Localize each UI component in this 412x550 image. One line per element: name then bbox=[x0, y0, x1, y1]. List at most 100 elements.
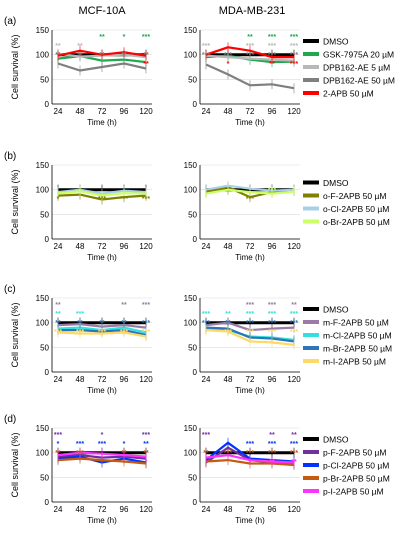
significance-stars: ** bbox=[55, 311, 61, 318]
x-tick-label: 72 bbox=[98, 242, 107, 251]
legend-entry: DPB162-AE 50 µM bbox=[323, 76, 395, 86]
x-tick-label: 24 bbox=[54, 242, 63, 251]
y-tick-label: 100 bbox=[36, 186, 50, 195]
y-axis-label: Cell survival (%) bbox=[10, 432, 20, 497]
y-tick-label: 100 bbox=[36, 51, 50, 60]
legend-entry: DMSO bbox=[323, 435, 349, 445]
significance-stars: ** bbox=[291, 459, 297, 466]
significance-stars: ** bbox=[247, 34, 253, 41]
significance-stars: *** bbox=[76, 329, 84, 336]
x-tick-label: 48 bbox=[76, 375, 85, 384]
x-tick-label: 96 bbox=[268, 375, 277, 384]
significance-stars: ** bbox=[143, 52, 149, 59]
legend-entry: DPB162-AE 5 µM bbox=[323, 63, 390, 73]
significance-stars: *** bbox=[224, 329, 232, 336]
significance-stars: *** bbox=[290, 61, 298, 68]
y-tick-label: 100 bbox=[184, 186, 198, 195]
legend-entry: m-I-2APB 50 µM bbox=[323, 357, 386, 367]
significance-stars: ** bbox=[55, 43, 61, 50]
x-axis-label: Time (h) bbox=[87, 118, 117, 127]
significance-stars: *** bbox=[268, 34, 276, 41]
y-tick-label: 150 bbox=[184, 26, 198, 35]
y-axis-label: Cell survival (%) bbox=[10, 169, 20, 234]
y-tick-label: 0 bbox=[45, 498, 50, 507]
significance-stars: *** bbox=[54, 432, 62, 439]
y-tick-label: 150 bbox=[184, 294, 198, 303]
y-tick-label: 50 bbox=[188, 473, 197, 482]
significance-stars: * bbox=[57, 441, 60, 448]
significance-stars: *** bbox=[142, 302, 150, 309]
significance-stars: *** bbox=[290, 329, 298, 336]
significance-stars: *** bbox=[202, 43, 210, 50]
y-tick-label: 100 bbox=[184, 51, 198, 60]
y-tick-label: 50 bbox=[188, 75, 197, 84]
significance-stars: * bbox=[293, 187, 296, 194]
x-tick-label: 48 bbox=[224, 242, 233, 251]
significance-stars: *** bbox=[202, 52, 210, 59]
x-tick-label: 72 bbox=[98, 505, 107, 514]
y-tick-label: 50 bbox=[188, 343, 197, 352]
significance-stars: ** bbox=[291, 302, 297, 309]
y-tick-label: 100 bbox=[36, 319, 50, 328]
legend-entry: p-I-2APB 50 µM bbox=[323, 487, 384, 497]
significance-stars: ** bbox=[269, 432, 275, 439]
significance-stars: *** bbox=[224, 52, 232, 59]
legend-entry: GSK-7975A 20 µM bbox=[323, 50, 394, 60]
x-tick-label: 120 bbox=[287, 242, 301, 251]
legend-entry: o-Br-2APB 50 µM bbox=[323, 217, 390, 227]
x-axis-label: Time (h) bbox=[87, 386, 117, 395]
x-axis-label: Time (h) bbox=[235, 516, 265, 525]
y-axis-label: Cell survival (%) bbox=[10, 302, 20, 367]
significance-stars: *** bbox=[202, 311, 210, 318]
x-axis-label: Time (h) bbox=[235, 118, 265, 127]
legend-entry: o-Cl-2APB 50 µM bbox=[323, 204, 389, 214]
legend-entry: DMSO bbox=[323, 37, 349, 47]
y-tick-label: 0 bbox=[193, 368, 198, 377]
significance-stars: ** bbox=[77, 320, 83, 327]
significance-stars: ** bbox=[99, 320, 105, 327]
significance-stars: *** bbox=[98, 196, 106, 203]
y-axis-label: Cell survival (%) bbox=[10, 34, 20, 99]
x-axis-label: Time (h) bbox=[235, 386, 265, 395]
x-tick-label: 96 bbox=[268, 242, 277, 251]
y-tick-label: 50 bbox=[40, 210, 49, 219]
significance-stars: ** bbox=[55, 320, 61, 327]
x-tick-label: 120 bbox=[287, 107, 301, 116]
significance-stars: * bbox=[123, 34, 126, 41]
x-tick-label: 96 bbox=[120, 107, 129, 116]
x-tick-label: 48 bbox=[224, 375, 233, 384]
y-tick-label: 150 bbox=[36, 424, 50, 433]
x-tick-label: 24 bbox=[54, 375, 63, 384]
significance-stars: *** bbox=[98, 329, 106, 336]
significance-stars: *** bbox=[268, 43, 276, 50]
significance-stars: *** bbox=[290, 450, 298, 457]
y-tick-label: 0 bbox=[45, 368, 50, 377]
significance-stars: ** bbox=[77, 52, 83, 59]
x-tick-label: 24 bbox=[54, 505, 63, 514]
significance-stars: ** bbox=[55, 302, 61, 309]
x-tick-label: 96 bbox=[120, 375, 129, 384]
significance-stars: *** bbox=[246, 329, 254, 336]
column-title-left: MCF-10A bbox=[78, 5, 126, 17]
x-axis-label: Time (h) bbox=[235, 253, 265, 262]
significance-stars: *** bbox=[290, 34, 298, 41]
significance-stars: ** bbox=[121, 450, 127, 457]
legend-entry: p-Br-2APB 50 µM bbox=[323, 474, 390, 484]
significance-stars: *** bbox=[290, 320, 298, 327]
significance-stars: *** bbox=[268, 311, 276, 318]
significance-stars: *** bbox=[76, 311, 84, 318]
y-tick-label: 150 bbox=[184, 424, 198, 433]
significance-stars: ** bbox=[269, 459, 275, 466]
significance-stars: *** bbox=[202, 432, 210, 439]
panel-label: (a) bbox=[4, 16, 16, 27]
significance-stars: * bbox=[227, 61, 230, 68]
significance-stars: *** bbox=[268, 329, 276, 336]
significance-stars: *** bbox=[246, 311, 254, 318]
